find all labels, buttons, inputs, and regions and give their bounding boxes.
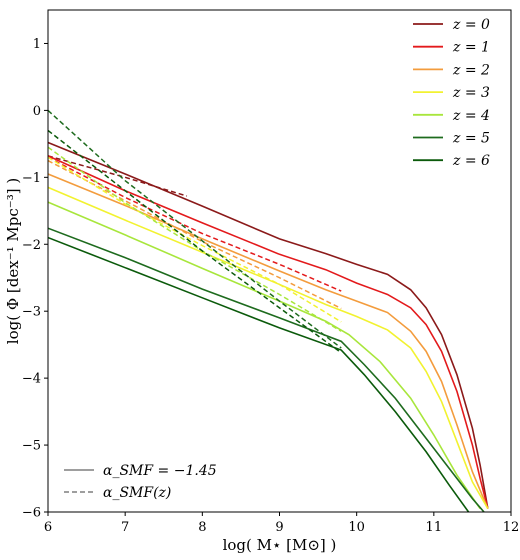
legend-label-z-1: z = 1	[452, 40, 490, 56]
series-dashed-z-3	[48, 156, 342, 323]
y-tick-label: −5	[22, 439, 41, 454]
series-dashed-z-6	[48, 129, 342, 354]
x-tick-label: 10	[348, 520, 365, 535]
alpha-style-legend: α_SMF = −1.45 α_SMF(z)	[64, 463, 217, 501]
y-tick-label: −2	[22, 238, 41, 253]
y-tick-label: 0	[33, 104, 41, 119]
series-solid-z-1	[48, 155, 489, 509]
y-tick-label: −6	[22, 506, 41, 521]
legend-label-z-2: z = 2	[452, 62, 490, 78]
redshift-legend: z = 0 z = 1 z = 2 z = 3 z = 4 z = 5 z = 6	[413, 17, 490, 169]
series-solid-z-5	[48, 227, 485, 512]
y-tick-label: −1	[22, 171, 41, 186]
legend-label-z-6: z = 6	[452, 153, 490, 169]
x-tick-label: 6	[44, 520, 52, 535]
y-tick-label: −4	[22, 372, 41, 387]
legend-label-z-5: z = 5	[452, 131, 490, 147]
series-solid-z-4	[48, 201, 481, 510]
x-tick-label: 8	[198, 520, 206, 535]
legend-label-z-4: z = 4	[452, 108, 490, 124]
y-tick-label: −3	[22, 305, 41, 320]
legend-label-z-3: z = 3	[452, 85, 490, 101]
x-tick-label: 12	[503, 520, 520, 535]
legend-label-z-0: z = 0	[452, 17, 490, 33]
x-axis-label: log( M⋆ [M⊙] )	[223, 536, 337, 554]
series-dashed-z-5	[48, 109, 342, 349]
series-solid-z-0	[48, 141, 489, 509]
series-dashed-z-1	[48, 156, 342, 292]
series-layer	[48, 109, 489, 512]
series-solid-z-3	[48, 186, 489, 510]
style-legend-label-solid: α_SMF = −1.45	[103, 463, 217, 479]
series-solid-z-6	[48, 236, 470, 512]
series-dashed-z-2	[48, 159, 342, 310]
x-tick-label: 9	[275, 520, 283, 535]
x-tick-label: 7	[121, 520, 129, 535]
y-axis-label: log( Φ [dex⁻¹ Mpc⁻³] )	[4, 178, 22, 344]
series-dashed-z-0	[48, 155, 188, 197]
x-tick-label: 11	[426, 520, 443, 535]
style-legend-label-dashed: α_SMF(z)	[103, 485, 171, 501]
y-tick-label: 1	[33, 37, 41, 52]
series-solid-z-2	[48, 173, 489, 509]
